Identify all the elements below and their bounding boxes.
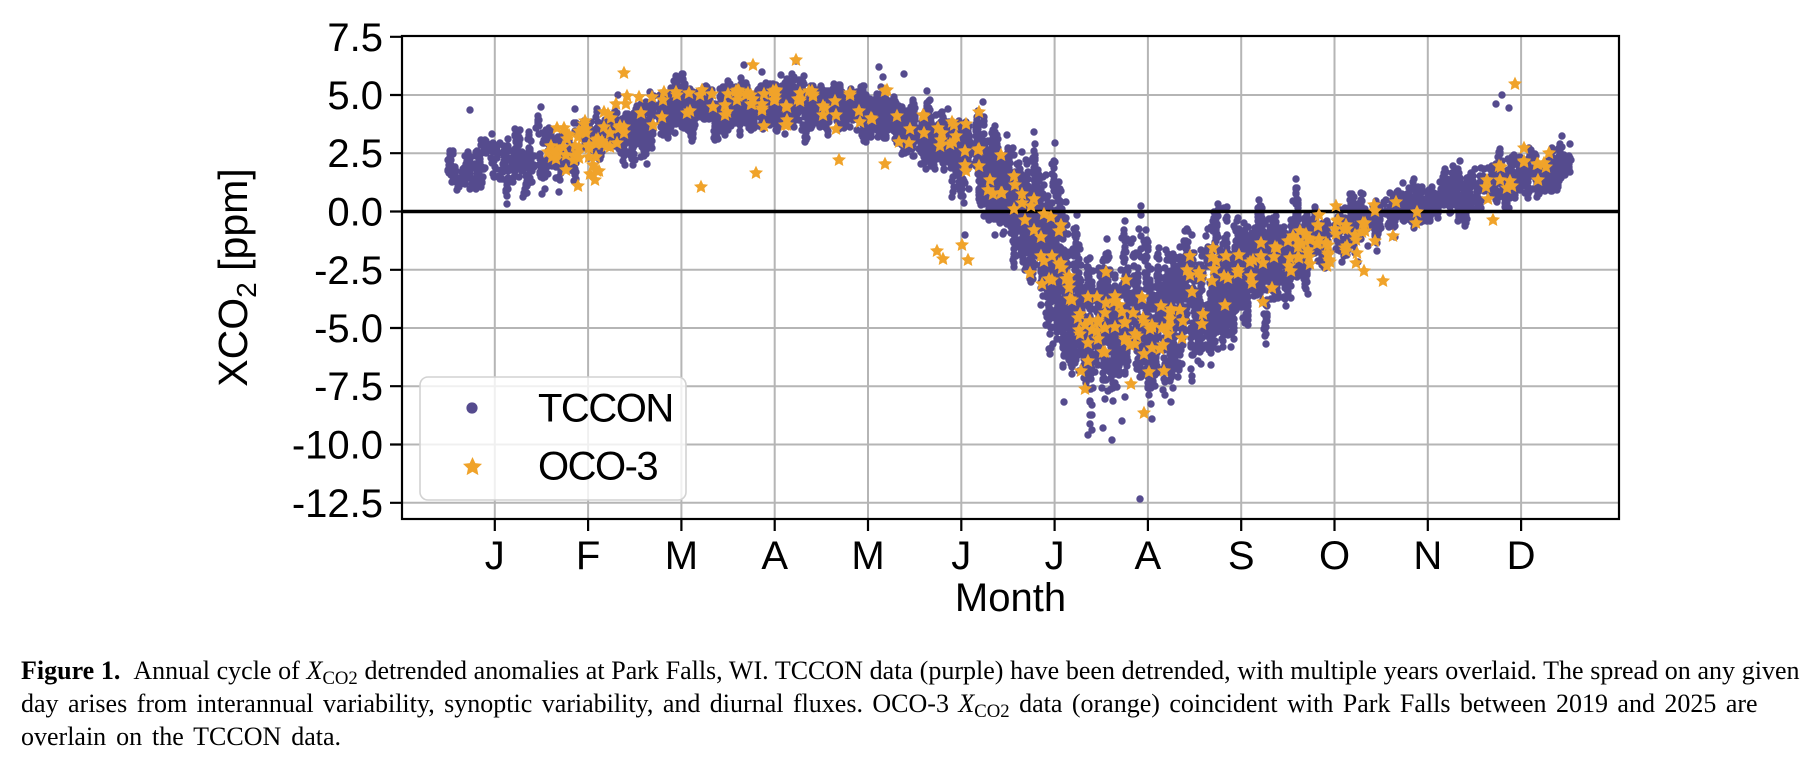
svg-text:O: O [1319,534,1350,578]
svg-text:N: N [1413,534,1442,578]
svg-text:2.5: 2.5 [327,132,383,176]
svg-text:-2.5: -2.5 [314,249,383,293]
svg-text:XCO2 [ppm]: XCO2 [ppm] [210,168,262,386]
svg-text:-5.0: -5.0 [314,307,383,351]
svg-text:S: S [1228,534,1255,578]
svg-text:J: J [485,534,505,578]
svg-text:-7.5: -7.5 [314,365,383,409]
svg-text:A: A [1135,534,1162,578]
svg-text:J: J [1045,534,1065,578]
svg-text:A: A [761,534,788,578]
svg-text:-12.5: -12.5 [292,482,383,526]
svg-text:Month: Month [955,576,1066,620]
svg-text:D: D [1507,534,1536,578]
svg-text:0.0: 0.0 [327,191,383,235]
svg-text:OCO-3: OCO-3 [538,445,657,489]
svg-text:TCCON: TCCON [538,387,673,431]
svg-text:5.0: 5.0 [327,74,383,118]
svg-text:7.5: 7.5 [327,16,383,60]
svg-text:-10.0: -10.0 [292,424,383,468]
svg-text:M: M [851,534,884,578]
svg-text:M: M [665,534,698,578]
svg-text:J: J [951,534,971,578]
svg-text:F: F [576,534,600,578]
